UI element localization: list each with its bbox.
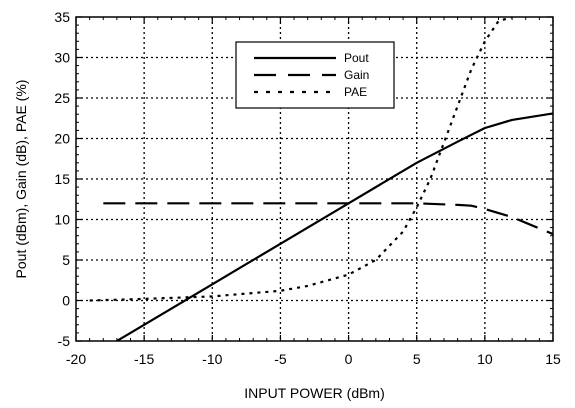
series-line-pae (89, 17, 513, 302)
x-axis-title: INPUT POWER (dBm) (244, 385, 385, 401)
tick-label-y: 5 (62, 252, 70, 268)
series-line-gain (103, 202, 553, 236)
legend-label-pae: PAE (344, 85, 367, 99)
tick-label-y: 30 (54, 50, 70, 66)
tick-labels: -20 -15 -10 -5 0 5 10 15 -5 0 5 10 15 20 25 30 35 (54, 9, 561, 367)
legend: Pout Gain PAE (235, 41, 395, 109)
tick-label-x: 0 (345, 351, 353, 367)
grid (76, 17, 553, 341)
tick-label-x: -20 (66, 351, 86, 367)
tick-marks (75, 16, 554, 342)
tick-label-x: -10 (202, 351, 222, 367)
tick-label-x: -15 (134, 351, 154, 367)
tick-label-y: 35 (54, 9, 70, 25)
tick-label-y: 15 (54, 171, 70, 187)
series-lines (89, 17, 553, 341)
legend-label-pout: Pout (344, 51, 369, 65)
tick-label-x: 15 (545, 351, 561, 367)
tick-label-y: 25 (54, 90, 70, 106)
series-line-pout (116, 112, 553, 341)
tick-label-x: 5 (413, 351, 421, 367)
tick-label-x: 10 (477, 351, 493, 367)
tick-label-y: 10 (54, 212, 70, 228)
legend-label-gain: Gain (344, 68, 369, 82)
tick-label-y: -5 (58, 333, 71, 349)
tick-label-y: 20 (54, 131, 70, 147)
tick-label-y: 0 (62, 293, 70, 309)
y-axis-title: Pout (dBm), Gain (dB), PAE (%) (13, 80, 29, 279)
tick-label-x: -5 (274, 351, 287, 367)
